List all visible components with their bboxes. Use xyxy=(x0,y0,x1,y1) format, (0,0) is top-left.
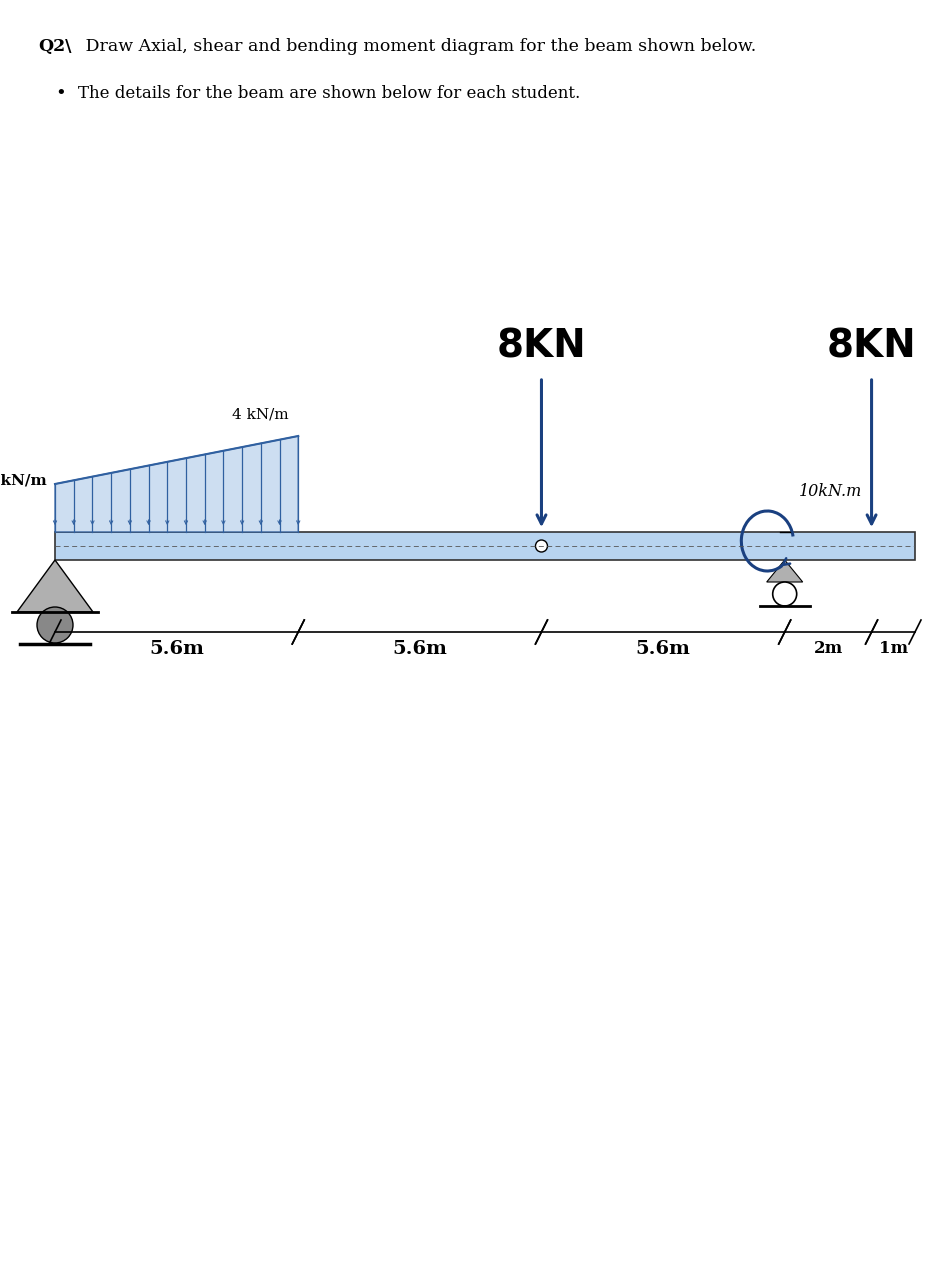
Text: 8KN: 8KN xyxy=(497,326,587,365)
Text: Draw Axial, shear and bending moment diagram for the beam shown below.: Draw Axial, shear and bending moment dia… xyxy=(80,38,756,55)
Text: Q2\: Q2\ xyxy=(38,38,72,55)
Circle shape xyxy=(37,607,73,643)
Text: •: • xyxy=(55,84,66,102)
Text: 5.6m: 5.6m xyxy=(636,640,690,658)
Polygon shape xyxy=(17,561,93,612)
Text: 8KN: 8KN xyxy=(827,326,917,365)
Text: The details for the beam are shown below for each student.: The details for the beam are shown below… xyxy=(78,84,580,102)
Text: 1m: 1m xyxy=(879,640,908,657)
Polygon shape xyxy=(55,436,298,532)
Text: 5.6m: 5.6m xyxy=(149,640,204,658)
Text: 5.6m: 5.6m xyxy=(392,640,447,658)
Text: 10kN.m: 10kN.m xyxy=(800,483,863,500)
Text: 2m: 2m xyxy=(814,640,843,657)
Text: 2kN/m: 2kN/m xyxy=(0,474,47,486)
Text: 4 kN/m: 4 kN/m xyxy=(232,408,289,422)
Circle shape xyxy=(772,582,797,605)
Polygon shape xyxy=(767,561,802,582)
Bar xyxy=(55,532,915,561)
Circle shape xyxy=(536,540,548,552)
